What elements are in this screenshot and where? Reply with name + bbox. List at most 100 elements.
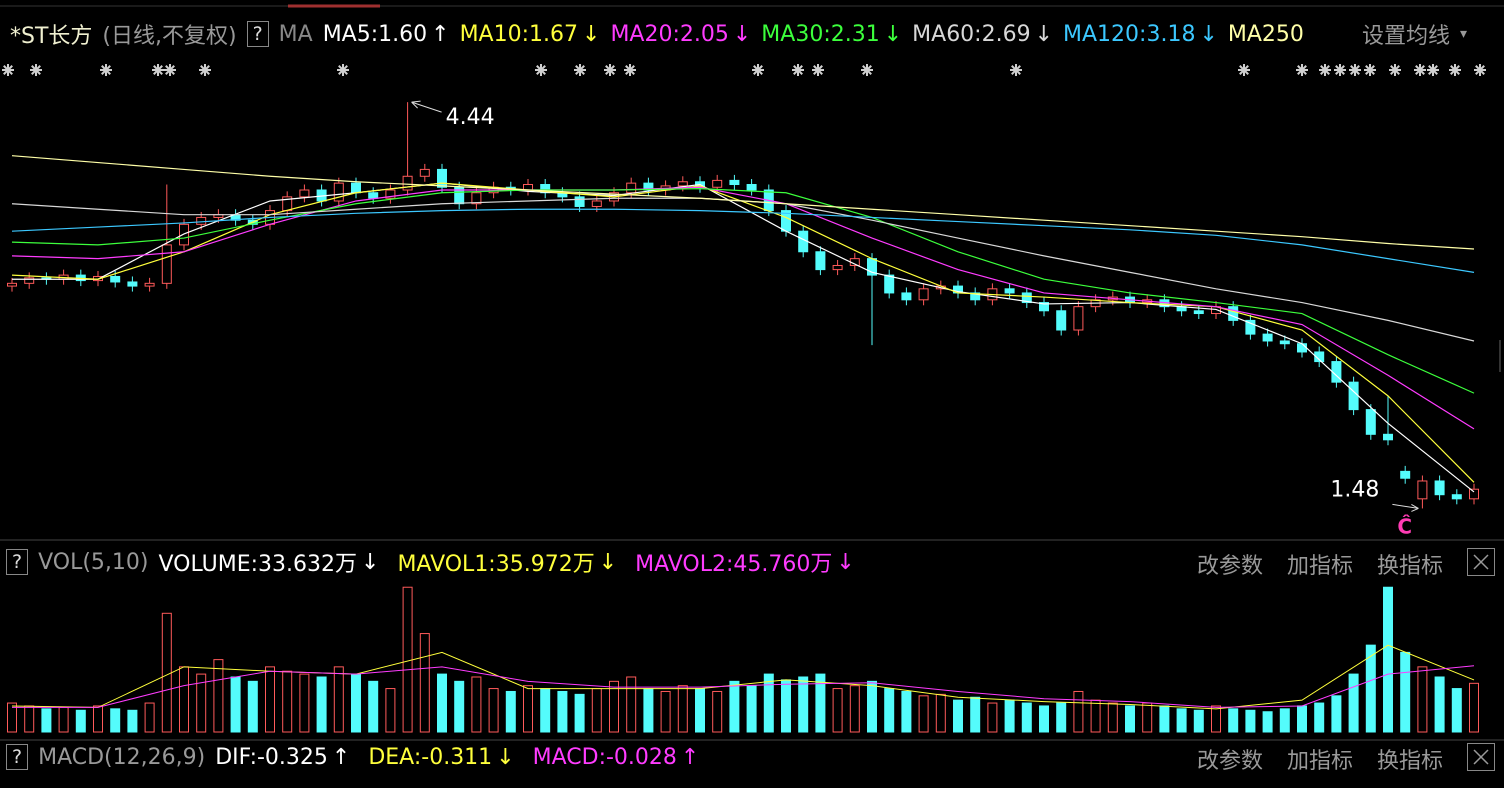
event-icon <box>153 65 163 75</box>
ma-line <box>11 186 1475 430</box>
event-icon <box>575 65 585 75</box>
candle-body <box>677 181 688 187</box>
indicator-name: VOL(5,10) <box>38 549 149 575</box>
signal-mark: Ĉ <box>1397 514 1412 538</box>
volume-bar <box>1279 708 1290 733</box>
indicator-value: MAVOL2:45.760万 <box>635 552 833 577</box>
event-icon <box>165 65 175 75</box>
candle-body <box>110 275 121 283</box>
indicator-value: DEA:-0.311 <box>368 744 493 770</box>
volume-bar <box>1228 708 1239 733</box>
event-icon <box>200 65 210 75</box>
candle-body <box>832 264 843 271</box>
help-button[interactable]: ? <box>6 549 29 575</box>
volume-bar <box>93 705 103 733</box>
ma-arrow: ↑ <box>431 21 450 47</box>
candle-body <box>385 189 396 199</box>
candle-body <box>1434 480 1445 496</box>
candle-body <box>1228 306 1239 321</box>
candle-body <box>884 274 895 294</box>
volume-bar <box>75 709 86 733</box>
candle-body <box>1451 494 1462 500</box>
candle-body <box>24 277 35 284</box>
volume-bar <box>987 702 998 733</box>
volume-bar <box>110 708 121 733</box>
volume-bar <box>1383 586 1393 733</box>
close-button[interactable] <box>1467 743 1495 771</box>
indicator-value: DIF:-0.325 <box>215 744 328 770</box>
max-label: 4.44 <box>446 105 495 130</box>
candle-body <box>1279 340 1290 345</box>
volume-bar <box>1451 688 1462 733</box>
candle-body <box>815 251 826 271</box>
candle-body <box>746 184 757 191</box>
event-icon <box>793 65 803 75</box>
candle-body <box>196 216 207 225</box>
min-label: 1.48 <box>1330 477 1379 502</box>
volume-bar <box>884 688 895 733</box>
ma-legend: MA20:2.05 <box>610 21 729 47</box>
candle-body <box>1021 292 1032 304</box>
volume-bar <box>815 673 826 733</box>
panel-button[interactable]: 加指标 <box>1287 554 1354 579</box>
volume-bar <box>1314 702 1325 733</box>
ma-legend: MA250 <box>1227 21 1304 47</box>
volume-bar <box>695 688 705 733</box>
event-icon <box>101 65 111 75</box>
panel-button[interactable]: 改参数 <box>1197 749 1264 774</box>
volume-bar <box>316 676 327 733</box>
volume-bar <box>1297 705 1307 733</box>
volume-bar <box>488 688 499 733</box>
candle-body <box>333 182 344 202</box>
volume-bar <box>953 699 963 733</box>
panel-button[interactable]: 换指标 <box>1377 749 1444 774</box>
volume-bar <box>523 685 533 733</box>
volume-bar <box>540 688 551 733</box>
indicator-arrow: ↓ <box>496 744 515 770</box>
candle-body <box>179 223 189 246</box>
candle-body <box>574 196 585 207</box>
event-icon <box>1297 65 1307 75</box>
volume-bar <box>1434 676 1445 733</box>
candle-body <box>351 182 361 194</box>
event-icon <box>1390 65 1400 75</box>
volume-bar <box>1039 705 1049 733</box>
volume-bar <box>798 676 809 733</box>
volume-bar <box>763 673 774 733</box>
indicator-arrow: ↓ <box>598 549 618 575</box>
settings-label[interactable]: 设置均线 <box>1362 24 1451 49</box>
ma-arrow: ↓ <box>732 21 752 47</box>
panel-button[interactable]: 换指标 <box>1377 554 1444 579</box>
candle-body <box>1469 488 1479 500</box>
volume-bar <box>454 680 465 733</box>
close-button[interactable] <box>1467 548 1495 576</box>
ma-settings[interactable]: 设置均线 ▾ <box>1362 18 1477 50</box>
stock-title: *ST长方 <box>10 24 93 49</box>
help-button[interactable]: ? <box>6 744 29 770</box>
volume-bar <box>196 673 207 733</box>
volume-bar <box>1073 690 1084 733</box>
volume-bar <box>58 706 69 733</box>
indicator-value: MACD:-0.028 <box>532 744 677 770</box>
candle-body <box>402 175 413 191</box>
help-button[interactable]: ? <box>246 21 269 47</box>
volume-bar <box>557 690 568 733</box>
panel-button[interactable]: 改参数 <box>1197 554 1264 579</box>
panel-button[interactable]: 加指标 <box>1287 749 1354 774</box>
volume-bar <box>1159 705 1170 733</box>
ma-line <box>11 182 1475 483</box>
volume-bar <box>1469 682 1479 733</box>
candle-body <box>1193 310 1204 315</box>
candle-body <box>1314 351 1325 363</box>
indicator-arrow: ↓ <box>361 549 380 575</box>
volume-bar <box>712 690 723 733</box>
volume-bar <box>1142 702 1153 733</box>
volume-bar <box>471 676 482 733</box>
candle-body <box>144 282 155 287</box>
volume-bar <box>901 690 912 733</box>
candle-body <box>1365 409 1376 435</box>
volume-bar <box>368 680 379 733</box>
candle-body <box>1056 310 1067 331</box>
